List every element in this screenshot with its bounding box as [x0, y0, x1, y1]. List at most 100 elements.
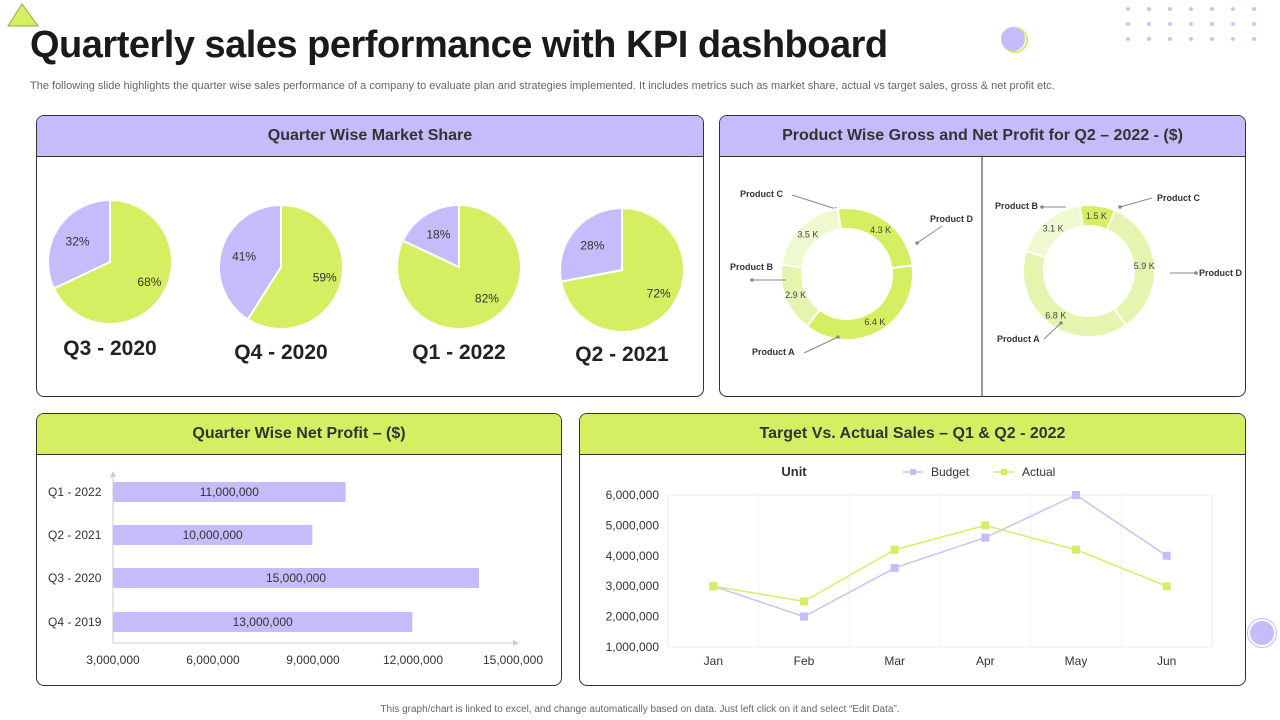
pie-slice	[52, 198, 173, 325]
donut-value-label: 2.9 K	[785, 290, 806, 300]
bar-value-label: 10,000,000	[183, 528, 243, 542]
legend-marker	[1001, 469, 1007, 475]
x-tick-label: 12,000,000	[383, 653, 443, 667]
x-tick-label: Apr	[976, 654, 995, 668]
net-profit-bar	[113, 568, 479, 588]
legend-marker	[910, 469, 916, 475]
circle-decoration	[1001, 27, 1028, 53]
donut-value-label: 4.3 K	[870, 225, 891, 235]
gross-net-donut-charts: 4.3 K Product C 6.4 K Product D 2.9 K Product…	[730, 157, 1243, 396]
callout-line	[916, 225, 943, 244]
bar-category-label: Q1 - 2022	[48, 485, 102, 499]
y-tick-label: 3,000,000	[606, 579, 660, 593]
x-tick-label: 3,000,000	[86, 653, 140, 667]
net-profit-bar	[113, 612, 413, 632]
callout-arrow	[1194, 271, 1198, 275]
market-share-panel: Quarter Wise Market Share 68% 32% Q3 - 202…	[36, 115, 704, 397]
donut-slice	[1024, 204, 1084, 259]
pie-quarter-label: Q4 - 2020	[234, 341, 327, 364]
bar-category-label: Q2 - 2021	[48, 528, 102, 542]
callout-arrow	[1040, 205, 1044, 209]
series-marker	[1162, 582, 1171, 591]
donut-product-label: Product D	[1199, 268, 1243, 278]
net-profit-panel: Quarter Wise Net Profit – ($) 11,000,000…	[36, 413, 562, 686]
series-line	[713, 494, 1168, 618]
page-title: Quarterly sales performance with KPI das…	[30, 24, 888, 66]
footer-note: This graph/chart is linked to excel, and…	[380, 704, 900, 715]
target-actual-header: Target Vs. Actual Sales – Q1 & Q2 - 2022	[580, 414, 1245, 455]
y-tick-label: 1,000,000	[606, 640, 660, 654]
market-share-header: Quarter Wise Market Share	[37, 116, 703, 157]
y-tick-label: 4,000,000	[606, 549, 660, 563]
donut-value-label: 1.5 K	[1086, 211, 1107, 221]
page-subtitle: The following slide highlights the quart…	[30, 80, 1055, 92]
pie-slice-label: 32%	[66, 234, 90, 248]
dot-grid-decoration	[1126, 7, 1256, 41]
series-marker	[1072, 491, 1080, 499]
pie-slice-label: 28%	[580, 238, 604, 252]
bar-value-label: 15,000,000	[266, 571, 326, 585]
pie-slice	[47, 198, 111, 290]
pie-slice-label: 72%	[647, 287, 671, 301]
target-actual-panel: Target Vs. Actual Sales – Q1 & Q2 - 2022…	[579, 413, 1246, 686]
y-tick-label: 5,000,000	[606, 518, 660, 532]
callout-line	[791, 194, 837, 210]
circle-decoration	[1247, 618, 1277, 648]
gross-net-profit-header: Product Wise Gross and Net Profit for Q2…	[720, 116, 1245, 157]
pie-slice-label: 68%	[137, 275, 161, 289]
donut-value-label: 6.8 K	[1045, 310, 1066, 320]
pie-slice	[218, 203, 282, 321]
callout-line	[803, 336, 839, 354]
y-tick-label: 2,000,000	[606, 610, 660, 624]
donut-product-label: Product A	[997, 334, 1040, 344]
x-tick-label: Feb	[794, 654, 815, 668]
donut-slice	[836, 207, 914, 270]
series-marker	[1162, 551, 1171, 560]
pie-slice-label: 59%	[313, 270, 337, 284]
y-axis-arrow	[110, 471, 116, 477]
donut-product-label: Product B	[995, 201, 1039, 211]
callout-arrow	[915, 241, 919, 245]
donut-value-label: 6.4 K	[864, 317, 885, 327]
net-profit-bar	[113, 482, 346, 502]
pie-quarter-label: Q3 - 2020	[63, 337, 156, 360]
x-tick-label: Jun	[1157, 654, 1176, 668]
donut-product-label: Product D	[930, 214, 974, 224]
bar-category-label: Q3 - 2020	[48, 571, 102, 585]
legend-title: Unit	[781, 464, 807, 479]
callout-arrow	[1118, 205, 1122, 209]
gross-net-profit-panel: Product Wise Gross and Net Profit for Q2…	[719, 115, 1246, 397]
x-tick-label: Mar	[884, 654, 905, 668]
callout-arrow	[836, 335, 840, 339]
donut-value-label: 5.9 K	[1134, 261, 1155, 271]
callout-arrow	[1059, 321, 1063, 325]
x-tick-label: 9,000,000	[286, 653, 340, 667]
donut-product-label: Product A	[752, 347, 795, 357]
pie-slice	[401, 203, 460, 269]
callout-arrow	[750, 278, 754, 282]
x-tick-label: Jan	[704, 654, 723, 668]
net-profit-bar	[113, 525, 313, 545]
series-marker	[981, 533, 990, 542]
series-marker	[890, 563, 899, 572]
net-profit-header: Quarter Wise Net Profit – ($)	[37, 414, 561, 455]
y-tick-label: 6,000,000	[606, 488, 660, 502]
series-marker	[800, 597, 808, 606]
donut-product-label: Product C	[740, 189, 784, 199]
callout-line	[1043, 322, 1062, 340]
pie-slice-label: 41%	[232, 249, 256, 263]
bar-category-label: Q4 - 2019	[48, 615, 102, 629]
pie-quarter-label: Q1 - 2022	[412, 341, 505, 364]
market-share-pie-charts: 68% 32% Q3 - 2020 59% 41% Q4 - 2020 82% 18% Q1 -…	[47, 198, 685, 366]
triangle-decoration	[7, 3, 39, 27]
donut-product-label: Product B	[730, 262, 774, 272]
x-tick-label: May	[1065, 654, 1088, 668]
x-tick-label: 6,000,000	[186, 653, 240, 667]
pie-slice	[246, 203, 344, 330]
series-marker	[1072, 545, 1080, 554]
series-marker	[890, 545, 899, 554]
legend-label: Budget	[931, 465, 970, 479]
x-tick-label: 15,000,000	[483, 653, 543, 667]
series-marker	[800, 612, 808, 621]
series-marker	[709, 582, 718, 591]
